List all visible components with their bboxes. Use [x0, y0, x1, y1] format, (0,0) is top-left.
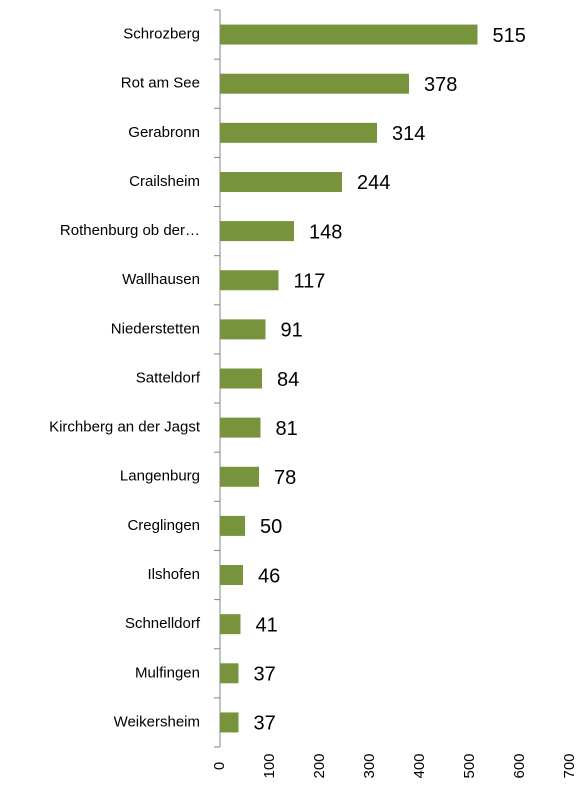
value-label: 46	[258, 565, 280, 587]
y-tick-label: Schnelldorf	[125, 615, 201, 632]
x-tick-label: 500	[461, 753, 478, 778]
y-tick-label: Satteldorf	[136, 369, 201, 386]
x-tick-label: 200	[311, 753, 328, 778]
value-label: 515	[493, 25, 526, 47]
bar	[220, 417, 261, 438]
bar	[220, 565, 243, 586]
y-tick-label: Crailsheim	[129, 173, 200, 190]
y-tick-label: Langenburg	[120, 468, 200, 485]
y-tick-label: Creglingen	[127, 517, 200, 534]
bar	[220, 614, 241, 635]
y-tick-label: Kirchberg an der Jagst	[49, 419, 201, 436]
y-tick-label: Gerabronn	[128, 124, 200, 141]
bar	[220, 319, 266, 340]
x-tick-label: 700	[561, 753, 578, 778]
value-label: 378	[424, 74, 457, 96]
value-label: 117	[294, 271, 326, 293]
y-tick-label: Niederstetten	[111, 320, 200, 337]
value-label: 41	[256, 614, 278, 636]
value-label: 84	[277, 369, 299, 391]
bar	[220, 73, 409, 94]
value-label: 37	[254, 713, 276, 735]
x-tick-label: 0	[211, 762, 228, 770]
y-tick-label: Rothenburg ob der…	[60, 222, 200, 239]
bar	[220, 712, 239, 733]
x-tick-label: 300	[361, 753, 378, 778]
bar	[220, 515, 245, 536]
bar	[220, 122, 377, 143]
x-tick-label: 600	[511, 753, 528, 778]
value-label: 37	[254, 664, 276, 686]
y-tick-label: Schrozberg	[123, 26, 200, 43]
y-tick-label: Wallhausen	[122, 271, 200, 288]
value-label: 244	[357, 172, 390, 194]
y-tick-label: Weikersheim	[114, 713, 200, 730]
bar	[220, 663, 239, 684]
y-tick-label: Ilshofen	[147, 566, 200, 583]
bar	[220, 368, 262, 389]
x-tick-label: 100	[261, 753, 278, 778]
value-label: 148	[309, 221, 342, 243]
value-label: 314	[392, 123, 425, 145]
y-tick-label: Rot am See	[121, 75, 200, 92]
x-tick-label: 400	[411, 753, 428, 778]
bar	[220, 171, 342, 192]
bar	[220, 24, 478, 45]
bar	[220, 221, 294, 242]
bar	[220, 466, 259, 487]
y-tick-label: Mulfingen	[135, 664, 200, 681]
value-label: 81	[276, 418, 298, 440]
value-label: 91	[281, 320, 303, 342]
bar	[220, 270, 279, 291]
value-label: 78	[274, 467, 296, 489]
value-label: 50	[260, 516, 282, 538]
